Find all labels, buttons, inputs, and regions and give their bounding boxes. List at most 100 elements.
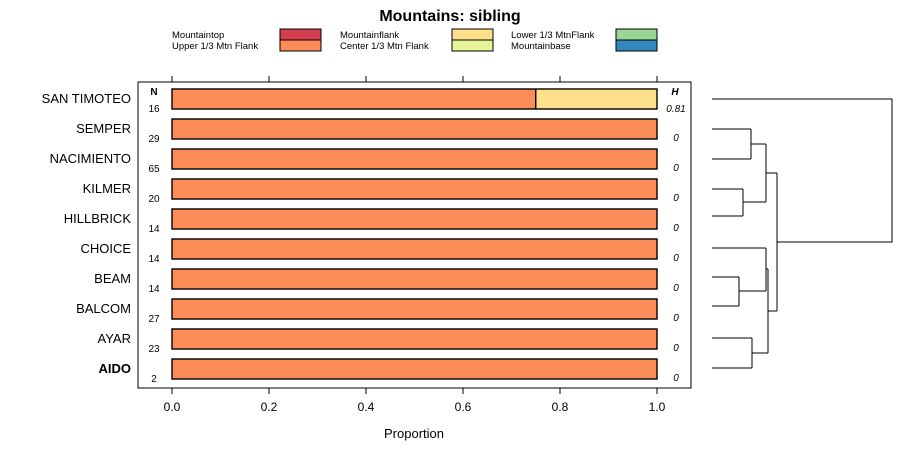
n-value: 29 (148, 134, 160, 145)
x-tick-label: 0.4 (358, 400, 375, 414)
bar-segment (172, 179, 657, 199)
x-tick-label: 0.6 (455, 400, 472, 414)
h-value: 0 (673, 163, 679, 174)
h-value: 0 (673, 223, 679, 234)
h-value: 0.81 (666, 104, 685, 115)
row-label: AIDO (99, 361, 132, 376)
row-label: SEMPER (76, 121, 131, 136)
bar-outline (171, 238, 658, 260)
row-label: BEAM (94, 271, 131, 286)
bar-row: KILMER 20 0 (83, 178, 679, 205)
bar-row: BALCOM 27 0 (76, 298, 679, 325)
n-value: 14 (148, 254, 160, 265)
bar-segment (172, 359, 657, 379)
n-value: 65 (148, 164, 160, 175)
dendrogram-branch (766, 172, 778, 312)
plot-frame (137, 81, 692, 389)
bar-row: BEAM 14 0 (94, 268, 679, 295)
legend-swatch (279, 28, 322, 41)
n-value: 27 (148, 314, 160, 325)
bar-outline (171, 358, 658, 380)
row-label: BALCOM (76, 301, 131, 316)
bar-segment (172, 269, 657, 289)
bar-row: SEMPER 29 0 (76, 118, 679, 145)
n-value: 2 (151, 374, 157, 385)
legend-swatch (615, 28, 658, 41)
legend-item: Lower 1/3 MtnFlank (511, 28, 658, 41)
h-value: 0 (673, 373, 679, 384)
row-label: HILLBRICK (64, 211, 132, 226)
legend-label: Mountainflank (340, 30, 399, 41)
bar-row: SAN TIMOTEO 16 0.81 (42, 88, 686, 115)
x-tick-label: 0.2 (261, 400, 278, 414)
bar-segment (172, 209, 657, 229)
row-label: CHOICE (80, 241, 131, 256)
row-label: NACIMIENTO (50, 151, 131, 166)
bar-outline (171, 298, 658, 320)
bar-outline (171, 118, 658, 140)
legend-label: Mountaintop (172, 30, 224, 41)
h-value: 0 (673, 133, 679, 144)
legend-swatch (279, 39, 322, 52)
bar-segment (172, 239, 657, 259)
n-value: 16 (148, 104, 160, 115)
h-value: 0 (673, 283, 679, 294)
bar-segment (172, 299, 657, 319)
bar-row: NACIMIENTO 65 0 (50, 148, 679, 175)
n-value: 20 (148, 194, 160, 205)
legend-swatch (451, 39, 494, 52)
bar-row: HILLBRICK 14 0 (64, 208, 679, 235)
dendrogram-branch (712, 276, 740, 307)
x-tick-label: 1.0 (649, 400, 666, 414)
legend-item: Mountainbase (511, 39, 658, 52)
bar-outline (171, 328, 658, 350)
h-value: 0 (673, 193, 679, 204)
bar-outline (171, 268, 658, 290)
n-header: N (150, 87, 157, 98)
legend-label: Mountainbase (511, 41, 571, 52)
dendrogram-branch (712, 337, 753, 369)
bar-outline (171, 88, 658, 110)
bar-outline (171, 208, 658, 230)
legend-item: Upper 1/3 Mtn Flank (172, 39, 322, 52)
bar-outline (171, 148, 658, 170)
dendrogram-branch (712, 128, 752, 160)
row-label: KILMER (83, 181, 131, 196)
h-value: 0 (673, 253, 679, 264)
h-header: H (671, 87, 679, 98)
legend-swatch (451, 28, 494, 41)
bar-segment (172, 329, 657, 349)
dendrogram-branch (743, 143, 767, 203)
dendrogram-branch (712, 98, 893, 243)
bar-segment (535, 89, 657, 109)
row-label: AYAR (98, 331, 131, 346)
bar-row: CHOICE 14 0 (80, 238, 679, 265)
legend-item: Mountaintop (172, 28, 322, 41)
dendrogram-branch (712, 188, 744, 217)
dendrogram-branch (712, 247, 767, 292)
x-axis-label: Proportion (384, 426, 444, 441)
legend-swatch (615, 39, 658, 52)
legend-item: Mountainflank (340, 28, 494, 41)
legend-label: Upper 1/3 Mtn Flank (172, 41, 258, 52)
n-value: 14 (148, 224, 160, 235)
dendrogram (712, 98, 893, 369)
legend-label: Center 1/3 Mtn Flank (340, 41, 429, 52)
bar-row: AYAR 23 0 (98, 328, 679, 355)
legend-item: Center 1/3 Mtn Flank (340, 39, 494, 52)
x-tick-label: 0.8 (552, 400, 569, 414)
x-axis: 0.0 0.2 0.4 0.6 0.8 1.0 (164, 76, 666, 414)
bar-outline (171, 178, 658, 200)
h-value: 0 (673, 343, 679, 354)
bar-segment (172, 119, 657, 139)
x-tick-label: 0.0 (164, 400, 181, 414)
bar-segment (172, 89, 536, 109)
n-value: 23 (148, 344, 160, 355)
bar-row: AIDO 2 0 (99, 358, 679, 385)
n-value: 14 (148, 284, 160, 295)
row-label: SAN TIMOTEO (42, 91, 131, 106)
bar-segment (172, 149, 657, 169)
